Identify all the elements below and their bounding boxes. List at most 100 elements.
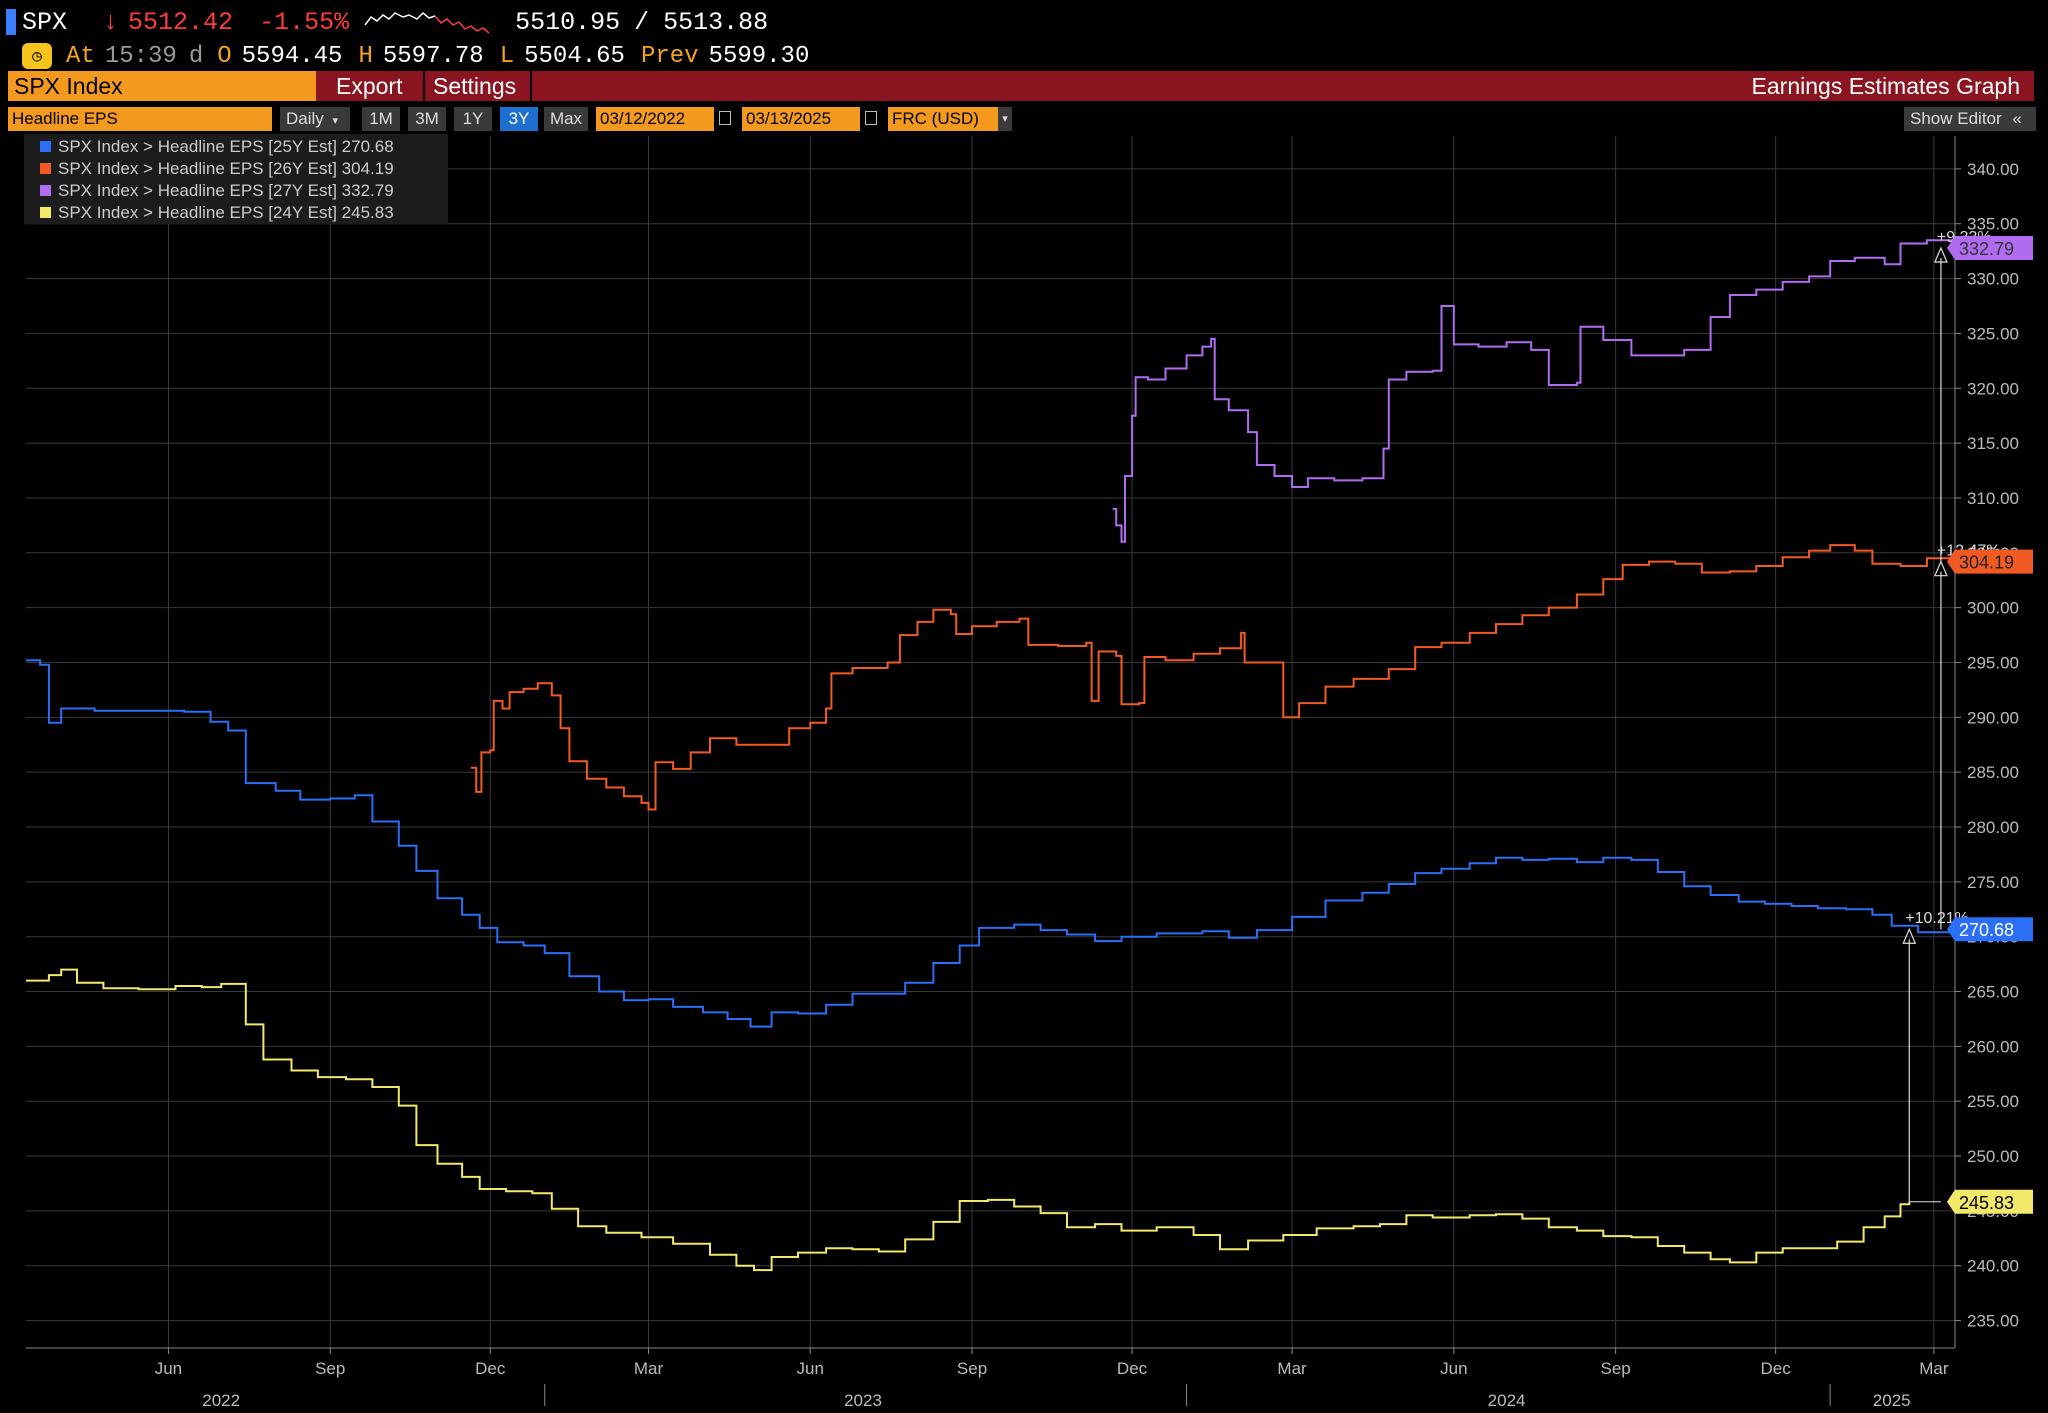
y-tick-label: 335.00 bbox=[1967, 215, 2019, 234]
open-value: 5594.45 bbox=[241, 42, 343, 70]
x-tick-label: Dec bbox=[1117, 1359, 1148, 1378]
y-tick-label: 290.00 bbox=[1967, 708, 2019, 727]
last-value-badge: 270.68 bbox=[1947, 917, 2033, 942]
change-arrow-head bbox=[1902, 927, 1917, 944]
y-tick-label: 315.00 bbox=[1967, 434, 2019, 453]
down-arrow-icon: ↓ bbox=[103, 7, 119, 37]
series-line bbox=[26, 659, 1956, 1028]
quote-last-price: 5512.42 bbox=[128, 7, 234, 37]
y-axis: 235.00240.00245.00250.00255.00260.00265.… bbox=[1954, 136, 2019, 1348]
sparkline-icon bbox=[364, 11, 490, 34]
last-value-badge-text: 245.83 bbox=[1959, 1193, 2014, 1213]
x-tick-label: Jun bbox=[155, 1359, 182, 1378]
last-value-badge-text: 270.68 bbox=[1959, 920, 2014, 940]
y-tick-label: 275.00 bbox=[1967, 873, 2019, 892]
legend-swatch bbox=[40, 207, 51, 218]
function-title: Earnings Estimates Graph bbox=[1751, 73, 2020, 99]
range-3y-button[interactable]: 3Y bbox=[500, 107, 538, 131]
range-max-button[interactable]: Max bbox=[544, 107, 588, 131]
high-value: 5597.78 bbox=[382, 42, 484, 70]
y-tick-label: 260.00 bbox=[1967, 1037, 2019, 1056]
chart-legend: SPX Index > Headline EPS [25Y Est] 270.6… bbox=[24, 134, 448, 224]
double-chevron-left-icon: « bbox=[2012, 109, 2022, 128]
change-arrow-head bbox=[1934, 246, 1948, 263]
last-value-badge: 245.83 bbox=[1947, 1189, 2033, 1214]
last-value-badge: 332.79 bbox=[1947, 235, 2033, 260]
chart-grid bbox=[26, 136, 1955, 1348]
legend-label: SPX Index > Headline EPS [25Y Est] 270.6… bbox=[58, 137, 394, 156]
settings-menu[interactable]: Settings bbox=[433, 73, 517, 99]
function-toolbar: SPX Index Export Settings Earnings Estim… bbox=[8, 71, 2034, 101]
y-tick-label: 320.00 bbox=[1967, 379, 2019, 398]
chevron-down-icon[interactable]: ▾ bbox=[998, 107, 1012, 131]
y-tick-label: 330.00 bbox=[1967, 270, 2019, 289]
period-dropdown[interactable]: Daily ▾ bbox=[280, 107, 350, 131]
legend-label: SPX Index > Headline EPS [26Y Est] 304.1… bbox=[58, 159, 394, 178]
end-date-field[interactable]: 03/13/2025 bbox=[742, 107, 860, 131]
export-menu[interactable]: Export bbox=[336, 73, 403, 99]
last-value-badge-shape bbox=[1947, 549, 2033, 574]
y-tick-label: 340.00 bbox=[1967, 160, 2019, 179]
calendar-icon[interactable] bbox=[719, 111, 731, 125]
change-arrow-head bbox=[1934, 560, 1948, 577]
calendar-icon[interactable] bbox=[865, 111, 877, 125]
quote-line: SPX ↓ 5512.42 -1.55% 5510.95 / 5513.88 bbox=[0, 0, 2048, 44]
series-line bbox=[26, 968, 1911, 1272]
legend-label: SPX Index > Headline EPS [27Y Est] 332.7… bbox=[58, 181, 394, 200]
y-tick-label: 240.00 bbox=[1967, 1257, 2019, 1276]
show-editor-label: Show Editor bbox=[1910, 109, 2002, 128]
x-tick-label: Sep bbox=[957, 1359, 987, 1378]
d-label: d bbox=[188, 42, 204, 70]
quote-ask: 5513.88 bbox=[663, 7, 769, 37]
x-year-label: 2024 bbox=[1488, 1391, 1526, 1410]
legend-label: SPX Index > Headline EPS [24Y Est] 245.8… bbox=[58, 203, 394, 222]
x-tick-label: Mar bbox=[634, 1359, 664, 1378]
x-tick-label: Jun bbox=[1440, 1359, 1467, 1378]
legend-swatch bbox=[40, 163, 51, 174]
quote-bid: 5510.95 bbox=[515, 7, 621, 37]
period-value: Daily bbox=[286, 109, 324, 128]
x-tick-label: Dec bbox=[475, 1359, 506, 1378]
high-label: H bbox=[358, 42, 373, 70]
ohlc-line: ◷ At 15:39 d O 5594.45 H 5597.78 L 5504.… bbox=[0, 40, 825, 72]
range-1m-button[interactable]: 1M bbox=[362, 107, 400, 131]
y-tick-label: 285.00 bbox=[1967, 763, 2019, 782]
x-tick-label: Mar bbox=[1919, 1359, 1949, 1378]
last-value-badge-text: 332.79 bbox=[1959, 239, 2014, 259]
show-editor-button[interactable]: Show Editor « bbox=[1904, 107, 2036, 131]
x-year-label: 2023 bbox=[844, 1391, 882, 1410]
security-flag bbox=[6, 9, 16, 35]
y-tick-label: 265.00 bbox=[1967, 983, 2019, 1002]
series-line bbox=[470, 544, 1956, 811]
legend-swatch bbox=[40, 141, 51, 152]
at-label: At bbox=[66, 42, 95, 70]
y-tick-label: 250.00 bbox=[1967, 1147, 2019, 1166]
earnings-chart[interactable]: 235.00240.00245.00250.00255.00260.00265.… bbox=[0, 132, 2048, 1413]
y-tick-label: 295.00 bbox=[1967, 653, 2019, 672]
field-selector[interactable]: Headline EPS bbox=[8, 107, 272, 131]
last-value-badge-text: 304.19 bbox=[1959, 553, 2014, 573]
prev-label: Prev bbox=[640, 42, 699, 70]
quote-ticker[interactable]: SPX bbox=[22, 7, 68, 37]
chevron-down-icon: ▾ bbox=[332, 115, 339, 127]
last-value-badge-shape bbox=[1947, 917, 2033, 942]
y-tick-label: 325.00 bbox=[1967, 324, 2019, 343]
range-3m-button[interactable]: 3M bbox=[408, 107, 446, 131]
range-1y-button[interactable]: 1Y bbox=[454, 107, 492, 131]
last-value-badge-shape bbox=[1947, 1189, 2033, 1214]
prev-value: 5599.30 bbox=[708, 42, 810, 70]
currency-field[interactable]: FRC (USD) bbox=[888, 107, 998, 131]
chart-controls: Headline EPS Daily ▾ 1M 3M 1Y 3Y Max 03/… bbox=[0, 106, 2048, 132]
x-tick-label: Dec bbox=[1761, 1359, 1792, 1378]
clock-icon[interactable]: ◷ bbox=[22, 43, 52, 69]
series-lines bbox=[26, 239, 1956, 1272]
x-tick-label: Jun bbox=[797, 1359, 824, 1378]
legend-swatch bbox=[40, 185, 51, 196]
x-year-label: 2022 bbox=[202, 1391, 240, 1410]
quote-separator: / bbox=[634, 7, 650, 37]
x-axis: Jun Sep Dec Mar Jun Sep Dec Mar Jun Sep Dec Mar 2022… bbox=[26, 1347, 1955, 1410]
security-field[interactable]: SPX Index bbox=[8, 71, 316, 101]
low-value: 5504.65 bbox=[524, 42, 625, 70]
start-date-field[interactable]: 03/12/2022 bbox=[596, 107, 714, 131]
last-value-labels: 270.68 304.19 332.79 245.83 bbox=[1947, 235, 2033, 1214]
